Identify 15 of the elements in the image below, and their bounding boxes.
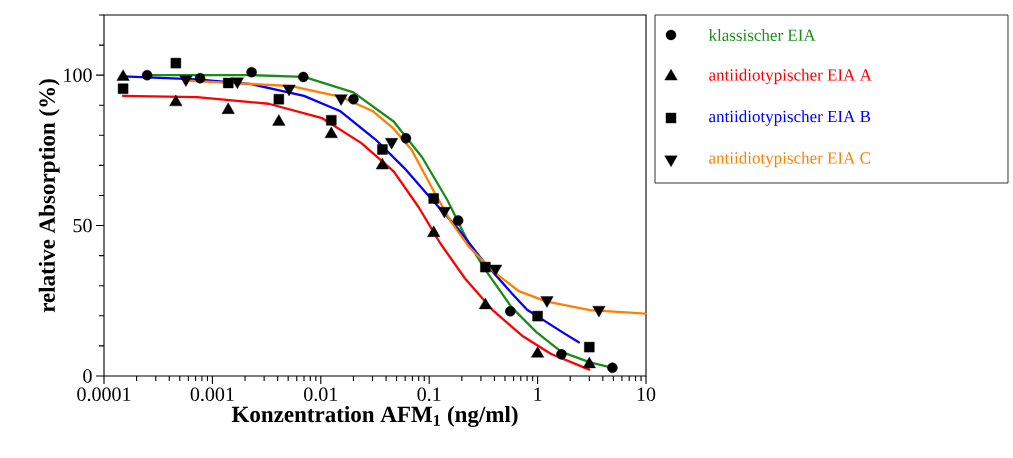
legend-label: klassischer EIA — [708, 29, 816, 41]
x-tick-label: 0.001 — [190, 387, 234, 402]
x-axis-title: Konzentration AFM$_{1}$ (ng/ml) — [231, 405, 518, 428]
x-tick-label: 10 — [637, 387, 656, 402]
legend-label: antiidiotypischer EIA C — [709, 151, 871, 168]
legend-label: antiidiotypischer EIA A — [709, 68, 872, 85]
x-tick-label: 0.0001 — [77, 387, 131, 402]
y-axis-title: relative Absorption (%) — [38, 79, 60, 313]
y-tick-label: 50 — [73, 218, 92, 233]
y-tick-label: 100 — [64, 68, 92, 82]
y-tick-label: 0 — [83, 369, 92, 383]
legend-label: antiidiotypischer EIA B — [709, 110, 871, 126]
x-tick-label: 0.01 — [304, 387, 338, 402]
x-tick-label: 1 — [534, 387, 542, 401]
x-tick-label: 0.1 — [417, 387, 441, 402]
